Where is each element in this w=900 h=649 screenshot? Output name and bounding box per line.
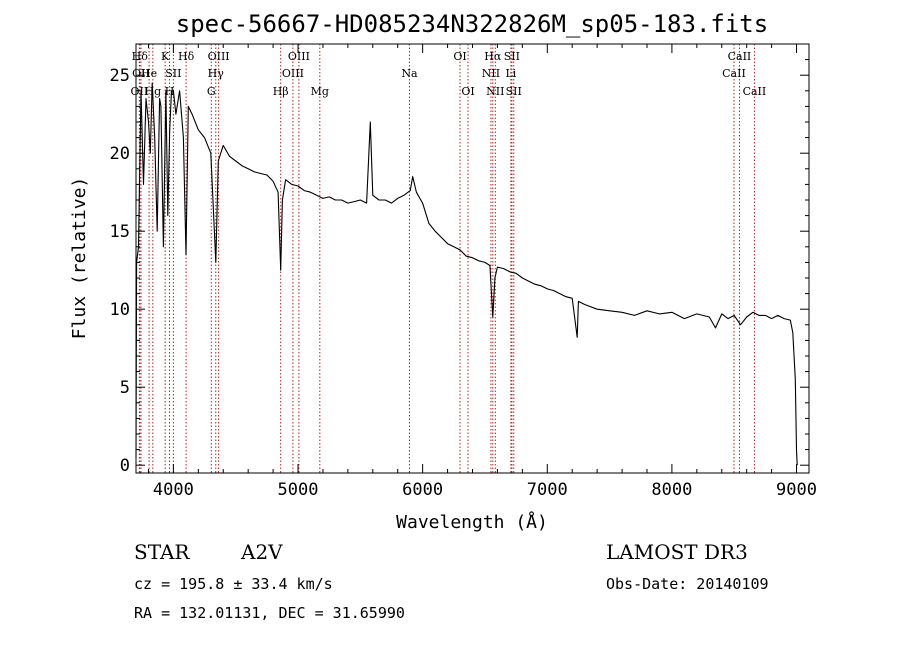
spectral-line-label: He	[141, 67, 157, 80]
spectral-line-label: SII	[504, 50, 520, 63]
y-tick-label: 15	[110, 222, 130, 242]
spectral-line-label: Hδ	[178, 50, 195, 63]
y-tick-label: 10	[110, 300, 130, 320]
spectral-line-label: OIII	[208, 50, 230, 63]
spectral-line-label: OII	[131, 85, 149, 98]
spectral-line-label: NII	[486, 85, 504, 98]
y-tick-label: 5	[120, 378, 130, 398]
x-tick-label: 5000	[278, 480, 319, 500]
spectral-line-label: H	[165, 85, 175, 98]
spectral-line-label: G	[207, 85, 216, 98]
y-axis-label: Flux (relative)	[69, 177, 90, 340]
x-tick-label: 4000	[153, 480, 194, 500]
object-class: STAR	[134, 540, 190, 564]
x-tick-label: 9000	[776, 480, 817, 500]
spectral-line-label: Li	[505, 67, 516, 80]
spectral-line-label: OIII	[282, 67, 304, 80]
spectral-line-label: SII	[506, 85, 522, 98]
spectral-line-label: CaII	[743, 85, 767, 98]
spectral-line-label: Na	[401, 67, 418, 80]
chart-title: spec-56667-HD085234N322826M_sp05-183.fit…	[176, 10, 768, 38]
spectral-line-label: Hα	[484, 50, 502, 63]
spectral-line-label: CaII	[728, 50, 752, 63]
spectral-subclass: A2V	[241, 540, 283, 564]
spectrum-line	[135, 82, 798, 466]
spectral-line-label: Hδ	[132, 50, 149, 63]
spectral-line-label: Mg	[311, 85, 329, 98]
x-axis-label: Wavelength (Å)	[396, 511, 548, 533]
x-tick-label: 6000	[402, 480, 443, 500]
x-tick-label: 8000	[651, 480, 692, 500]
spectral-line-label: OI	[453, 50, 466, 63]
spectral-line-label: CaII	[722, 67, 746, 80]
spectral-line-label: OIII	[288, 50, 310, 63]
y-tick-label: 25	[110, 66, 130, 86]
redshift-value: cz = 195.8 ± 33.4 km/s	[134, 575, 333, 593]
spectral-line-label: Hβ	[273, 85, 289, 98]
y-tick-label: 0	[120, 456, 130, 476]
spectral-line-label: NII	[482, 67, 500, 80]
spectral-line-label: SII	[165, 67, 181, 80]
survey-name: LAMOST DR3	[606, 540, 748, 564]
coordinates: RA = 132.01131, DEC = 31.65990	[134, 604, 405, 622]
spectral-line-label: Hg	[145, 85, 162, 98]
spectral-line-label: Hγ	[208, 67, 225, 80]
spectral-line-label: K	[161, 50, 170, 63]
plot-frame	[135, 43, 810, 474]
plot-area: 4000 5000 6000 7000 8000 90000510152025HδOIIO…	[110, 43, 817, 500]
spectral-line-label: OI	[461, 85, 474, 98]
y-tick-label: 20	[110, 144, 130, 164]
spectral-line-label: OII	[132, 67, 150, 80]
x-tick-label: 7000	[527, 480, 568, 500]
obs-date: Obs-Date: 20140109	[606, 575, 769, 593]
